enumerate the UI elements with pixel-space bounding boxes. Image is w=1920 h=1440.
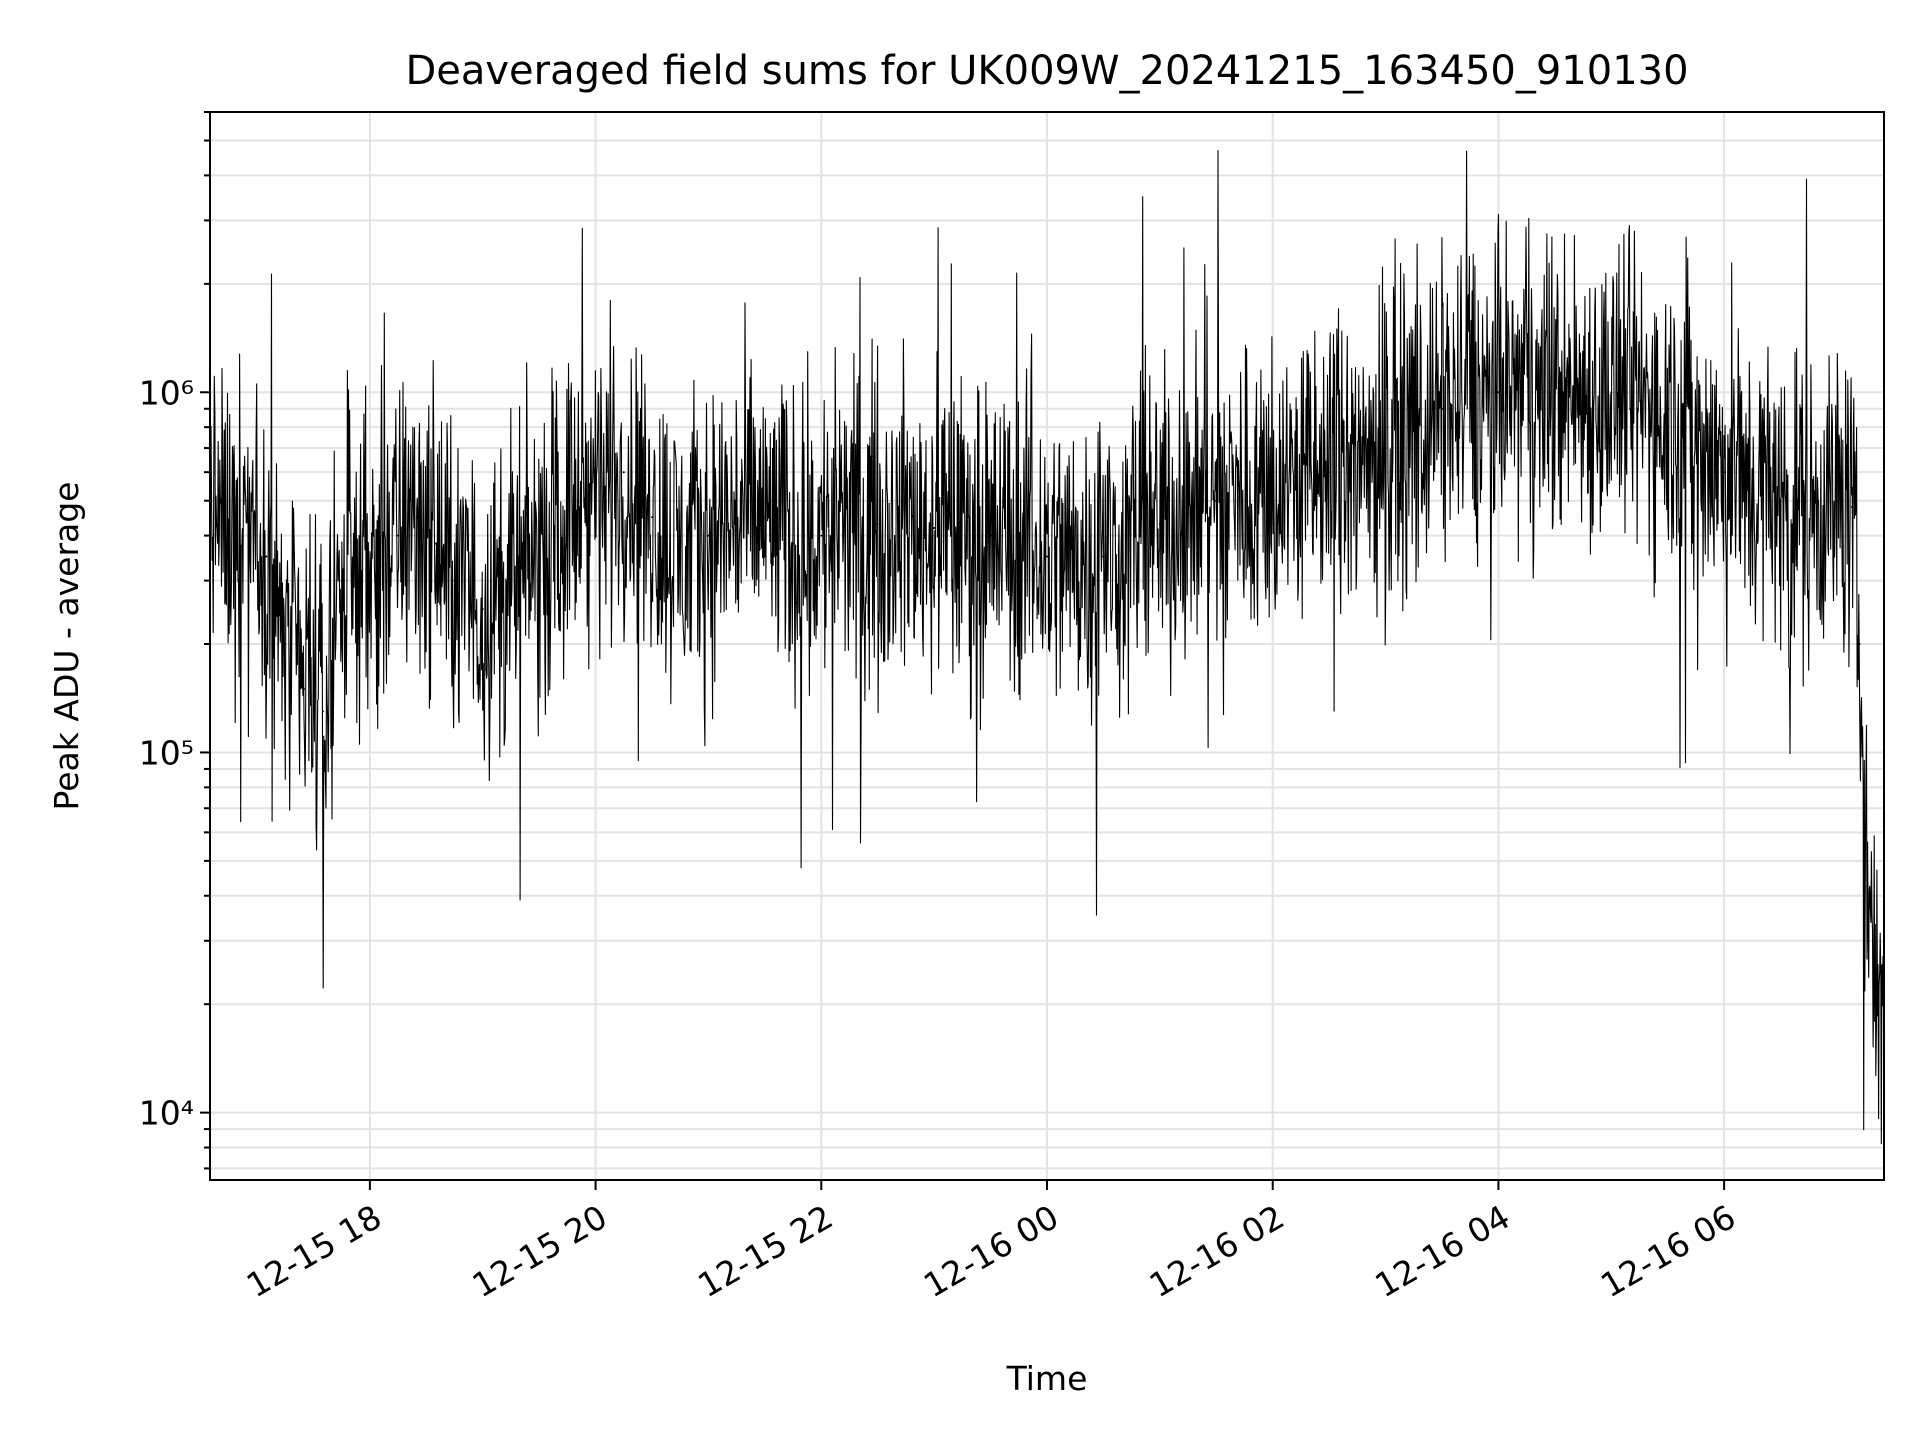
x-tick-label: 12-15 22 xyxy=(691,1197,839,1305)
data-point xyxy=(1497,391,1500,394)
y-axis-label: Peak ADU - average xyxy=(47,482,86,811)
data-point xyxy=(1836,499,1838,502)
data-point xyxy=(415,516,418,519)
data-point xyxy=(566,516,569,519)
data-point xyxy=(1215,499,1218,502)
data-point xyxy=(792,542,795,545)
data-point xyxy=(651,516,653,519)
data-point xyxy=(481,608,484,611)
data-point xyxy=(321,710,324,713)
data-point xyxy=(1102,555,1105,558)
data-point xyxy=(397,534,400,537)
data-point xyxy=(340,579,343,582)
data-point xyxy=(1723,471,1726,474)
x-tick-label: 12-15 18 xyxy=(240,1197,388,1305)
data-point xyxy=(989,534,992,537)
x-tick-label: 12-16 02 xyxy=(1143,1197,1291,1305)
series-line xyxy=(210,149,1884,1145)
data-point xyxy=(1851,506,1853,509)
data-point xyxy=(1158,523,1161,526)
y-axis: 10⁴ 10⁵ 10⁶ xyxy=(139,111,210,1170)
data-point xyxy=(679,555,682,558)
data-point xyxy=(707,534,710,537)
data-point xyxy=(1384,447,1387,450)
data-point xyxy=(265,555,268,558)
x-tick-label: 12-16 04 xyxy=(1368,1197,1516,1305)
x-tick-label: 12-15 20 xyxy=(466,1197,614,1305)
data-point xyxy=(1553,391,1556,394)
data-point xyxy=(1271,484,1274,487)
data-point xyxy=(1779,499,1782,502)
y-tick-label: 10⁵ xyxy=(139,733,194,772)
data-point xyxy=(876,523,879,526)
data-point xyxy=(763,516,766,519)
x-axis: 12-15 18 12-15 20 12-15 22 12-16 00 12-16 02… xyxy=(240,1180,1742,1305)
data-point xyxy=(933,527,936,529)
y-tick-label: 10⁴ xyxy=(139,1094,194,1133)
data-point xyxy=(378,555,381,558)
data-point xyxy=(1441,407,1443,410)
data-point xyxy=(1666,407,1669,410)
data-point xyxy=(735,516,738,519)
data-point xyxy=(1610,391,1613,394)
data-point xyxy=(820,534,823,537)
data-point xyxy=(284,643,287,645)
data-point xyxy=(1046,555,1048,558)
data-point xyxy=(622,471,625,474)
data-point xyxy=(538,555,541,558)
data-point xyxy=(434,542,437,545)
data-point xyxy=(1866,859,1869,862)
x-tick-label: 12-16 00 xyxy=(917,1197,1065,1305)
chart-title: Deaveraged field sums for UK009W_2024121… xyxy=(405,48,1688,94)
x-tick-label: 12-16 06 xyxy=(1594,1197,1742,1305)
data-point xyxy=(453,579,456,582)
data-point xyxy=(1873,1003,1876,1006)
data-point xyxy=(359,555,362,558)
data-point xyxy=(1328,471,1331,474)
data-point xyxy=(246,499,249,502)
x-axis-label: Time xyxy=(1006,1359,1088,1398)
data-point xyxy=(509,590,512,593)
data-point xyxy=(303,688,305,690)
data-point xyxy=(594,484,597,487)
y-tick-label: 10⁶ xyxy=(139,373,194,412)
data-point xyxy=(227,534,230,537)
data-point xyxy=(1858,643,1861,645)
